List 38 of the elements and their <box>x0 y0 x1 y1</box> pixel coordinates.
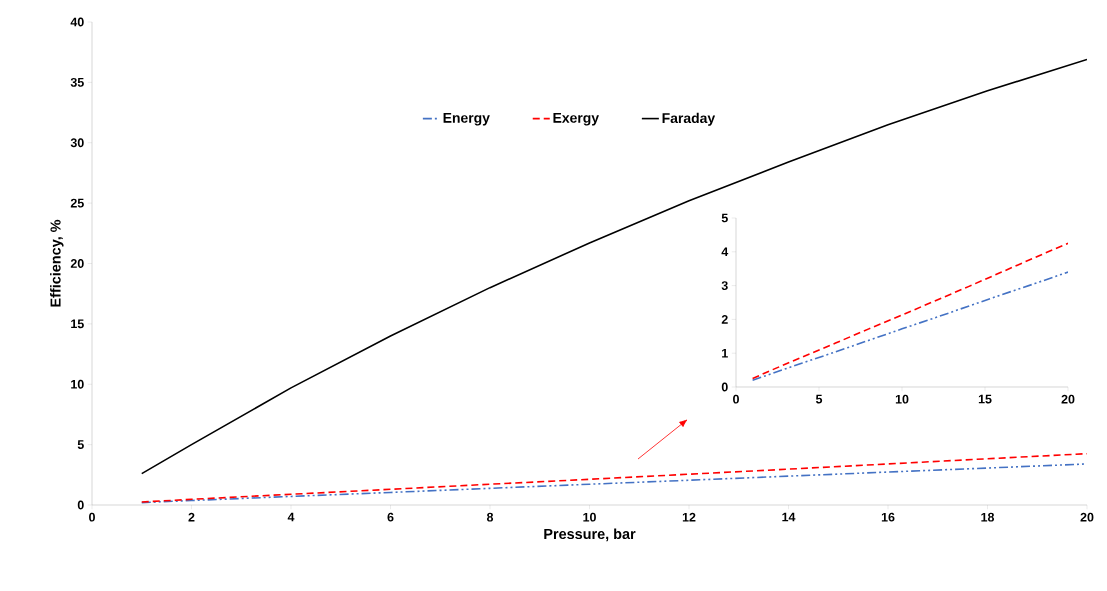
x-axis-title: Pressure, bar <box>544 528 636 542</box>
y-tick-label: 10 <box>71 379 84 389</box>
x-tick-label: 14 <box>782 512 796 522</box>
x-tick-label: 0 <box>733 394 739 404</box>
x-tick-label: 20 <box>1061 394 1075 404</box>
y-tick-label: 30 <box>70 138 84 148</box>
y-tick-label: 2 <box>721 315 728 324</box>
x-tick-label: 10 <box>583 512 596 522</box>
x-tick-label: 20 <box>1080 512 1094 522</box>
y-tick-label: 35 <box>70 77 84 87</box>
legend-label: Energy <box>443 113 490 126</box>
y-tick-label: 20 <box>70 259 84 268</box>
y-tick-label: 15 <box>71 319 84 329</box>
y-tick-label: 25 <box>70 198 84 208</box>
line-series <box>751 271 1069 382</box>
y-tick-label: 0 <box>721 382 728 392</box>
x-tick-label: 6 <box>387 512 394 522</box>
x-tick-label: 5 <box>815 394 823 404</box>
y-tick-label: 40 <box>70 17 84 27</box>
y-axis-title: Efficiency, % <box>50 219 64 307</box>
y-tick-label: 5 <box>721 213 728 223</box>
y-tick-label: 5 <box>77 440 84 449</box>
x-tick-label: 0 <box>89 512 95 522</box>
x-tick-label: 18 <box>981 512 995 522</box>
x-tick-label: 2 <box>188 512 195 522</box>
x-tick-label: 16 <box>881 512 895 522</box>
y-tick-label: 0 <box>77 500 84 510</box>
x-tick-label: 12 <box>682 512 696 522</box>
y-tick-label: 1 <box>722 348 728 358</box>
y-tick-label: 3 <box>721 281 728 291</box>
x-tick-label: 10 <box>895 394 909 404</box>
x-tick-label: 4 <box>287 512 295 522</box>
legend-label: Exergy <box>553 113 599 126</box>
x-tick-label: 15 <box>978 394 992 404</box>
line-series <box>140 58 1088 475</box>
legend-label: Faraday <box>662 112 716 126</box>
y-tick-label: 4 <box>721 247 729 257</box>
x-tick-label: 8 <box>486 512 494 522</box>
